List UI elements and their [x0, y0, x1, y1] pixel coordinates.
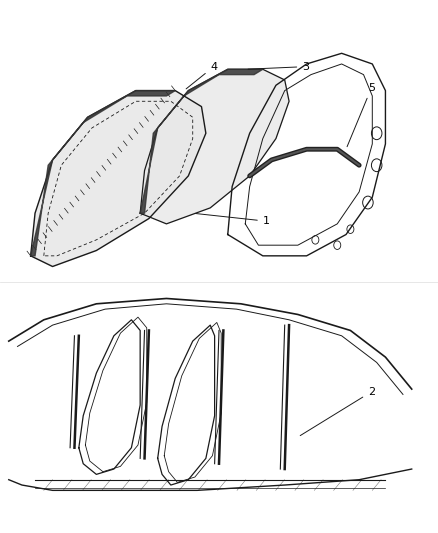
Polygon shape — [31, 91, 175, 256]
Polygon shape — [140, 69, 263, 213]
Polygon shape — [140, 69, 289, 224]
Text: 3: 3 — [248, 62, 309, 71]
Text: 2: 2 — [300, 387, 375, 435]
Text: 4: 4 — [186, 62, 217, 89]
Text: 5: 5 — [347, 83, 375, 147]
Text: 1: 1 — [195, 214, 270, 226]
Polygon shape — [31, 91, 206, 266]
